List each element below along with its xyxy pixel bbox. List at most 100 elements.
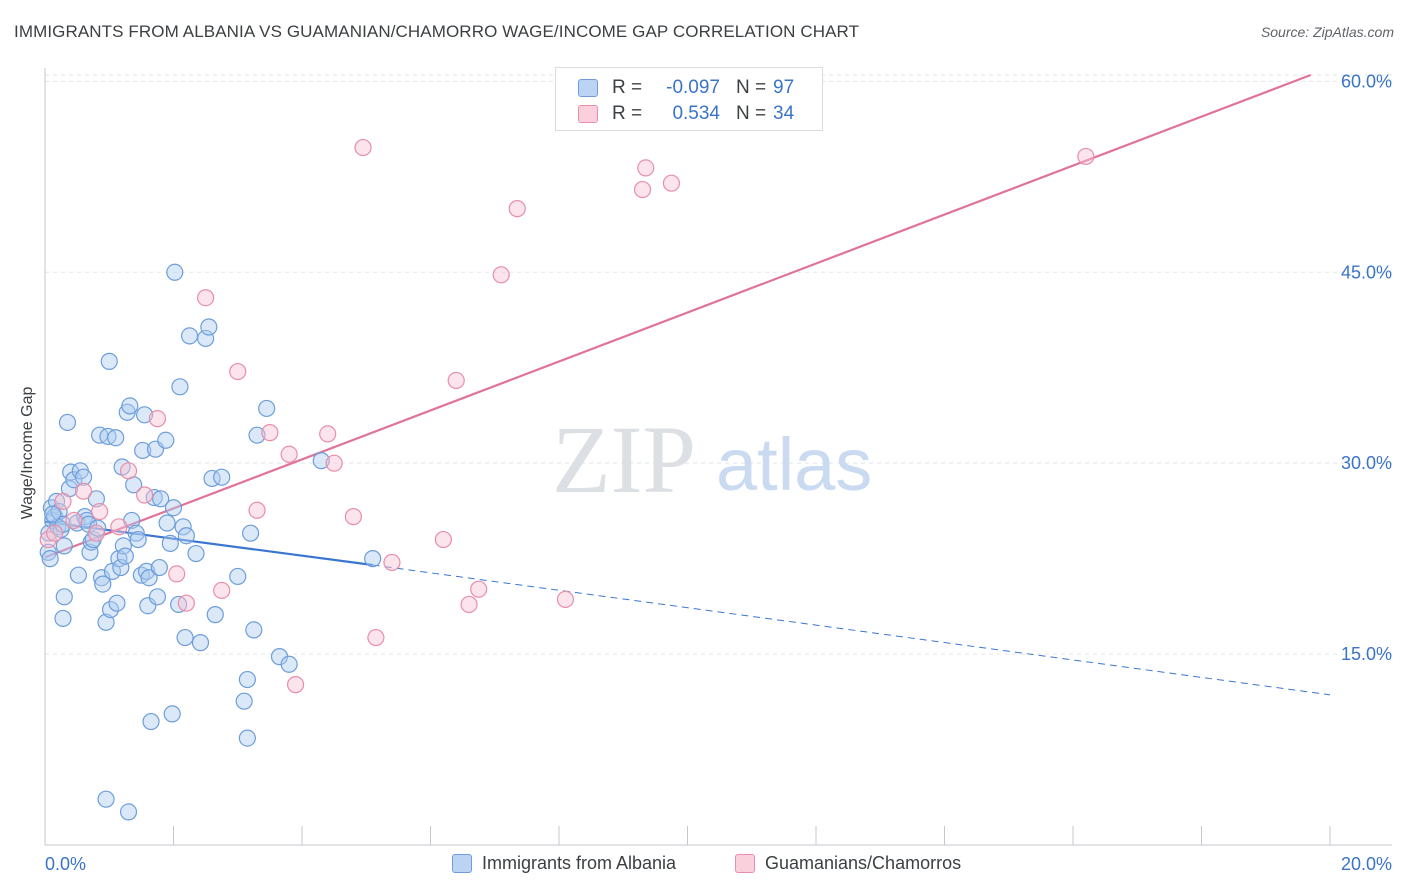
guamanian-point [447,371,465,390]
guamanian-point [197,289,215,307]
albania-point [97,790,115,808]
guamanian-point [470,580,488,598]
series-legend: Immigrants from Albania Guamanians/Chamo… [0,853,1406,877]
y-tick-label: 30.0% [1341,453,1392,473]
albania-point [39,543,57,561]
trend-lines [44,73,1331,696]
albania-point [94,575,112,593]
albania-point [92,569,111,587]
guamanian-point [46,524,64,542]
guamanian-point [434,530,452,549]
albania-point [258,399,276,418]
guamanian-point [460,595,478,614]
albania-point [127,524,145,542]
y-tick-label: 60.0% [1341,71,1392,91]
grid-lines [45,74,1392,655]
tick-labels: 15.0% 30.0% 45.0% 60.0% 0.0% 20.0% [45,71,1392,874]
albania-point [235,692,253,710]
legend-label-guamanian: Guamanians/Chamorros [765,853,962,873]
albania-point [101,600,120,619]
legend-row-guamanian: R = 0.534 N = 34 [578,102,794,126]
legend-n-value: 34 [773,103,795,124]
albania-point [312,452,330,470]
y-tick-label: 45.0% [1341,262,1392,282]
albania-point [119,803,138,821]
albania-point [140,569,158,587]
guamanian-point [65,511,83,530]
albania-point [280,655,298,673]
albania-point [245,621,263,639]
data-points [39,138,1095,821]
albania-point [161,534,179,552]
guamanian-point [383,553,401,572]
guamanian-point [367,628,385,647]
albania-point [145,488,163,507]
albania-point [158,514,176,532]
guamanian-point [492,266,510,284]
legend-n-label: N = [736,103,767,124]
guamanian-point [662,174,681,192]
axes [44,68,1392,846]
albania-point [47,492,66,510]
albania-point [238,729,256,747]
legend-item-guamanian[interactable]: Guamanians/Chamorros [735,853,961,874]
albania-point [129,530,147,549]
albania-point [176,628,194,647]
guamanian-point [54,492,72,510]
albania-point [55,537,73,555]
legend-item-albania[interactable]: Immigrants from Albania [452,853,676,874]
legend-r-label: R = [612,103,643,124]
x-tick-label-min: 0.0% [45,854,86,874]
guamanian-point [87,524,106,542]
albania-point [44,505,62,523]
y-axis-label: Wage/Income Gap [19,386,36,520]
guamanian-point [261,424,279,442]
legend-swatch-albania [452,854,472,873]
albania-trend-extension [372,564,1331,696]
albania-point [100,352,118,370]
correlation-legend: R = -0.097 N = 97 R = 0.534 N = 34 [555,67,823,131]
source-credit: Source: ZipAtlas.com [1260,24,1394,40]
guamanian-point [248,501,266,519]
guamanian-point [344,508,362,526]
guamanian-point [91,502,109,521]
guamanian-point [637,159,655,177]
albania-point [238,670,256,689]
albania-point [58,413,77,432]
albania-point [163,705,181,723]
x-tick-label-max: 20.0% [1341,854,1392,874]
albania-point [191,634,210,652]
albania-trend-line [44,520,373,567]
guamanian-point [119,462,138,480]
albania-point [142,712,160,731]
albania-point [116,547,134,565]
albania-point [180,327,199,345]
albania-point [150,558,168,577]
albania-point [364,550,382,568]
watermark-atlas: atlas [716,423,872,506]
albania-point [200,318,218,336]
albania-point [107,429,125,447]
albania-point [65,471,83,489]
guamanian-trend-line [44,73,1312,559]
albania-point [55,588,73,606]
guamanian-point [39,530,57,549]
guamanian-point [229,362,247,381]
albania-point [135,406,154,424]
guamanian-point [556,590,575,608]
albania-point [164,499,183,517]
albania-point [171,378,189,396]
guamanian-point [286,676,305,694]
albania-point [206,606,224,624]
guamanian-point [177,594,195,612]
legend-swatch-guamanian [735,854,755,873]
albania-point [82,533,100,551]
guamanian-point [168,565,186,583]
albania-point [41,550,59,568]
watermark: ZIP atlas [552,406,872,513]
chart-title: IMMIGRANTS FROM ALBANIA VS GUAMANIAN/CHA… [14,22,860,41]
guamanian-point [319,425,337,443]
albania-point [74,468,93,486]
guamanian-point [508,200,526,218]
